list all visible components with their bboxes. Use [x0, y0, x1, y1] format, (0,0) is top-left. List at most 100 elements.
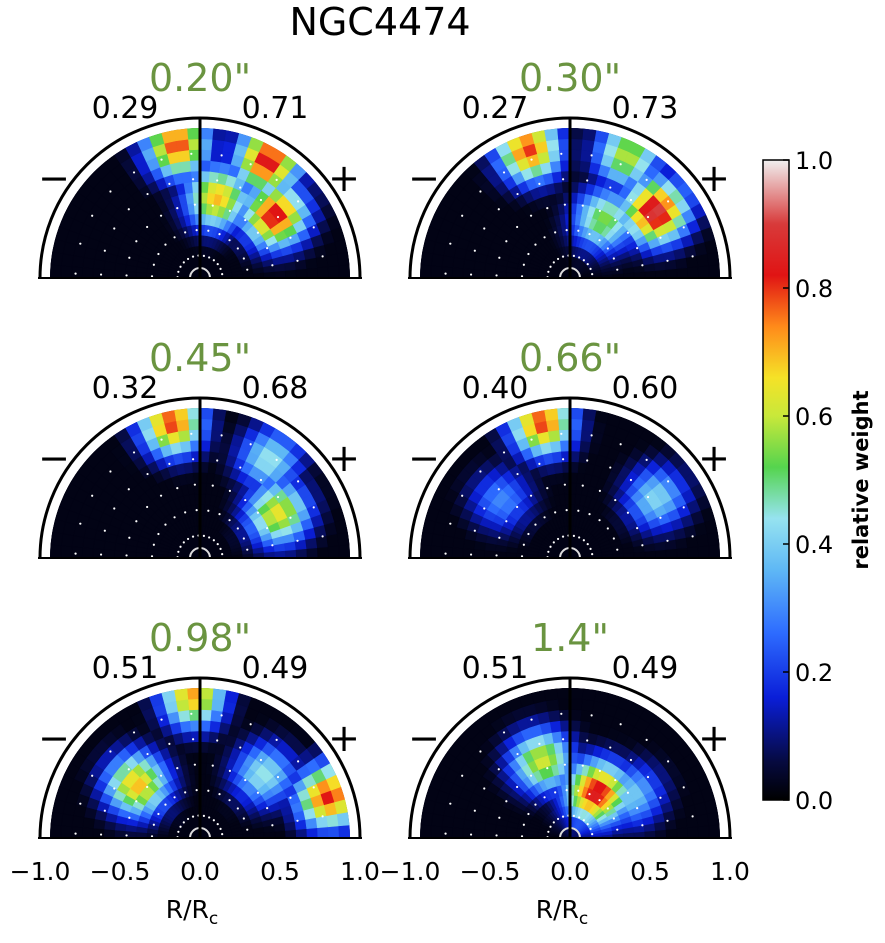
- sample-point: [150, 835, 154, 838]
- sample-point: [543, 796, 546, 799]
- sample-point: [614, 778, 617, 782]
- heatmap-cell: [199, 719, 211, 732]
- heatmap-cell: [655, 549, 667, 558]
- heatmap-cell: [274, 270, 287, 278]
- heatmap-cell: [581, 128, 597, 142]
- heatmap-cell: [199, 698, 213, 711]
- heatmap-cell: [665, 268, 678, 278]
- heatmap-cell: [209, 429, 223, 443]
- heatmap-cell: [206, 752, 216, 765]
- heatmap-cell: [173, 688, 189, 702]
- heatmap-cell: [189, 159, 201, 172]
- sample-point: [636, 807, 639, 810]
- sample-point: [271, 544, 274, 547]
- sample-point: [527, 532, 530, 536]
- sample-point: [626, 791, 630, 794]
- heatmap-cell: [135, 272, 147, 278]
- heatmap-cell: [708, 824, 720, 838]
- sample-point: [609, 466, 612, 469]
- heatmap-cell: [421, 518, 436, 535]
- heatmap-cell: [211, 408, 227, 422]
- x-axis-subscript: c: [579, 909, 588, 929]
- heatmap-cell: [696, 253, 710, 268]
- heatmap-cell: [569, 439, 581, 452]
- sample-point: [276, 775, 280, 779]
- heatmap-cell: [687, 546, 699, 558]
- sample-point: [160, 438, 163, 441]
- sample-point: [186, 537, 190, 541]
- heatmap-cell: [209, 720, 221, 733]
- sample-point: [186, 817, 190, 821]
- heatmap-cell: [92, 259, 106, 270]
- sample-point: [249, 443, 252, 446]
- sample-point: [606, 527, 609, 530]
- sample-point: [449, 522, 452, 525]
- sample-point: [190, 152, 193, 155]
- heatmap-cell: [697, 825, 710, 838]
- x-tick-label: −1.0: [380, 857, 441, 886]
- sample-point: [449, 242, 452, 245]
- sample-point: [614, 498, 617, 502]
- heatmap-cell: [103, 820, 116, 831]
- heatmap-cell: [60, 253, 74, 268]
- aperture-label: 1.4": [531, 616, 609, 660]
- heatmap-cell: [114, 542, 127, 552]
- sample-point: [591, 272, 594, 276]
- aperture-label: 0.98": [149, 616, 251, 660]
- sample-point: [598, 209, 601, 212]
- heatmap-cell: [199, 688, 214, 700]
- heatmap-cell: [92, 548, 105, 558]
- sample-point: [152, 823, 155, 826]
- right-fraction: 0.73: [612, 91, 679, 126]
- heatmap-cell: [494, 271, 507, 278]
- sample-point: [659, 796, 662, 799]
- sample-point: [207, 229, 210, 232]
- sample-point: [221, 552, 224, 556]
- sample-point: [498, 536, 501, 539]
- sample-point: [236, 527, 239, 530]
- heatmap-cell: [420, 251, 434, 267]
- sample-point: [666, 539, 669, 542]
- heatmap-cell: [51, 238, 66, 255]
- sample-point: [538, 462, 541, 465]
- sample-point: [529, 494, 533, 497]
- sample-point: [598, 769, 601, 772]
- sample-point: [629, 198, 633, 202]
- heatmap-cell: [579, 160, 591, 173]
- sample-point: [516, 472, 519, 476]
- sample-point: [549, 545, 552, 548]
- heatmap-cell: [579, 429, 593, 443]
- heatmap-cell: [569, 138, 583, 151]
- panel-5: 0.98"0.51 0.49 − +: [38, 616, 362, 839]
- sample-point: [530, 438, 533, 441]
- sample-point: [249, 723, 252, 726]
- sample-point: [146, 472, 149, 476]
- sample-point: [469, 833, 473, 836]
- sample-point: [218, 233, 221, 236]
- sample-point: [572, 814, 576, 817]
- aperture-label: 0.30": [519, 56, 621, 100]
- sample-point: [103, 529, 106, 532]
- sample-point: [495, 274, 498, 277]
- sample-point: [216, 459, 219, 462]
- heatmap-cell: [545, 138, 560, 152]
- heatmap-cell: [338, 824, 350, 838]
- colorbar-tick-label: 0.6: [795, 403, 833, 431]
- sample-point: [645, 738, 648, 741]
- heatmap-cell: [569, 408, 584, 420]
- sample-point: [581, 764, 584, 767]
- sample-point: [543, 516, 546, 519]
- sample-point: [289, 796, 292, 799]
- sample-point: [146, 505, 149, 509]
- sample-point: [505, 240, 508, 243]
- sample-point: [125, 554, 128, 557]
- sample-point: [211, 764, 214, 767]
- heatmap-cell: [210, 418, 225, 432]
- heatmap-cell: [462, 539, 476, 550]
- sample-point: [606, 247, 609, 250]
- sample-point: [586, 823, 589, 826]
- sample-point: [619, 163, 622, 166]
- sample-point: [538, 182, 541, 185]
- sample-point: [173, 236, 176, 239]
- heatmap-cell: [484, 822, 497, 832]
